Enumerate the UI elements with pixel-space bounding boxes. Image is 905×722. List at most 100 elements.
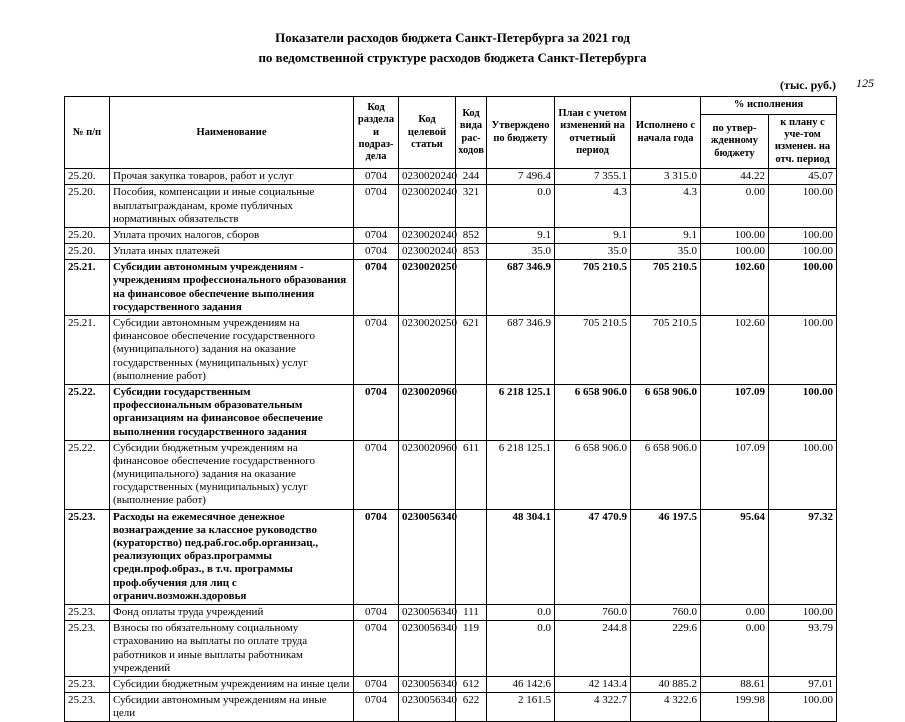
cell-stat: 0230056340 [398, 675, 457, 694]
cell-name: Уплата прочих налогов, сборов [109, 226, 354, 245]
title-line-2: по ведомственной структуре расходов бюдж… [258, 50, 647, 66]
cell-p1: 107.09 [700, 383, 769, 441]
cell-isp: 9.1 [630, 226, 701, 245]
cell-num: 25.20. [64, 184, 110, 228]
cell-razdel: 0704 [353, 508, 399, 605]
cell-utv: 6 218 125.1 [486, 383, 555, 441]
cell-num: 25.22. [64, 383, 110, 441]
table-body: 25.20. Прочая закупка товаров, работ и ус… [64, 168, 838, 722]
cell-stat: 0230056340 [398, 508, 457, 605]
cell-p2: 100.00 [767, 243, 838, 261]
cell-isp: 40 885.2 [630, 675, 701, 694]
cell-vid: 244 [455, 168, 487, 186]
cell-p1: 107.09 [700, 439, 769, 510]
cell-num: 25.23. [64, 603, 110, 622]
cell-name: Пособия, компенсации и иные социальные в… [109, 184, 354, 228]
cell-plan: 7 355.1 [554, 168, 631, 186]
cell-name: Уплата иных платежей [109, 243, 354, 261]
cell-isp: 6 658 906.0 [630, 383, 701, 441]
cell-name: Субсидии бюджетным учреждениям на финанс… [109, 439, 354, 510]
cell-p1: 95.64 [700, 508, 769, 605]
cell-razdel: 0704 [353, 226, 399, 245]
cell-vid: 611 [455, 439, 487, 510]
units-note: (тыс. руб.) [780, 78, 836, 93]
cell-p1: 100.00 [700, 243, 769, 261]
table-row: 25.23. Взносы по обязательному социальном… [64, 620, 838, 677]
cell-razdel: 0704 [353, 692, 399, 722]
cell-isp: 35.0 [630, 243, 701, 261]
cell-num: 25.20. [64, 243, 110, 261]
cell-utv: 0.0 [486, 620, 555, 677]
cell-stat: 0230020250 [398, 315, 457, 385]
cell-stat: 0230056340 [398, 603, 457, 622]
cell-plan: 4 322.7 [554, 692, 631, 722]
cell-isp: 46 197.5 [630, 508, 701, 605]
cell-utv: 6 218 125.1 [486, 439, 555, 510]
header-kod-vid: Код вида рас-ходов [455, 96, 487, 170]
cell-num: 25.23. [64, 508, 110, 605]
cell-p2: 100.00 [767, 692, 838, 722]
table-row: 25.22. Субсидии бюджетным учреждениям на … [64, 439, 838, 510]
cell-p1: 102.60 [700, 315, 769, 385]
cell-vid: 321 [455, 184, 487, 228]
cell-plan: 705 210.5 [554, 315, 631, 385]
table-row: 25.20. Уплата иных платежей 0704 0230020240… [64, 243, 838, 261]
document-title: Показатели расходов бюджета Санкт-Петерб… [0, 28, 905, 68]
cell-p1: 88.61 [700, 675, 769, 694]
cell-p1: 199.98 [700, 692, 769, 722]
cell-p2: 45.07 [767, 168, 838, 186]
cell-plan: 705 210.5 [554, 259, 631, 317]
cell-p2: 100.00 [767, 226, 838, 245]
cell-num: 25.21. [64, 315, 110, 385]
cell-vid: 853 [455, 243, 487, 261]
cell-plan: 9.1 [554, 226, 631, 245]
cell-num: 25.20. [64, 168, 110, 186]
title-line-1: Показатели расходов бюджета Санкт-Петерб… [275, 30, 630, 45]
cell-name: Расходы на ежемесячное денежное вознагра… [109, 508, 354, 605]
header-pct-budget: по утвер-жденному бюджету [700, 113, 769, 170]
table-row: 25.21. Субсидии автономным учреждениям - … [64, 259, 838, 317]
header-pct-plan: к плану с уче-том изменен. на отч. перио… [767, 113, 838, 170]
cell-stat: 0230020960 [398, 383, 457, 441]
cell-vid: 852 [455, 226, 487, 245]
header-name: Наименование [109, 96, 354, 170]
table-row: 25.23. Фонд оплаты труда учреждений 0704 02… [64, 603, 838, 622]
document-page: { "page": { "title_line1": "Показатели р… [0, 28, 905, 722]
table-row: 25.20. Прочая закупка товаров, работ и ус… [64, 168, 838, 186]
cell-plan: 6 658 906.0 [554, 439, 631, 510]
cell-razdel: 0704 [353, 243, 399, 261]
cell-isp: 3 315.0 [630, 168, 701, 186]
cell-plan: 4.3 [554, 184, 631, 228]
cell-plan: 244.8 [554, 620, 631, 677]
cell-p2: 97.01 [767, 675, 838, 694]
header-num: № п/п [64, 96, 110, 170]
cell-num: 25.20. [64, 226, 110, 245]
header-kod-razdel: Код раздела и подраз-дела [353, 96, 399, 170]
cell-plan: 6 658 906.0 [554, 383, 631, 441]
cell-vid [455, 508, 487, 605]
table-row: 25.21. Субсидии автономным учреждениям на… [64, 315, 838, 385]
cell-isp: 705 210.5 [630, 259, 701, 317]
cell-utv: 0.0 [486, 603, 555, 622]
cell-stat: 0230020240 [398, 226, 457, 245]
cell-utv: 0.0 [486, 184, 555, 228]
cell-stat: 0230056340 [398, 620, 457, 677]
cell-num: 25.23. [64, 620, 110, 677]
cell-isp: 4.3 [630, 184, 701, 228]
cell-p2: 100.00 [767, 184, 838, 228]
cell-utv: 687 346.9 [486, 315, 555, 385]
cell-utv: 7 496.4 [486, 168, 555, 186]
cell-name: Субсидии бюджетным учреждениям на иные ц… [109, 675, 354, 694]
cell-stat: 0230056340 [398, 692, 457, 722]
header-ispolneno: Исполнено с начала года [630, 96, 701, 170]
cell-p1: 102.60 [700, 259, 769, 317]
cell-vid [455, 383, 487, 441]
cell-plan: 42 143.4 [554, 675, 631, 694]
meta-row: (тыс. руб.) 125 [64, 76, 874, 94]
cell-p2: 97.32 [767, 508, 838, 605]
cell-utv: 2 161.5 [486, 692, 555, 722]
cell-p2: 93.79 [767, 620, 838, 677]
table-row: 25.23. Расходы на ежемесячное денежное во… [64, 508, 838, 605]
cell-stat: 0230020240 [398, 243, 457, 261]
cell-p2: 100.00 [767, 383, 838, 441]
